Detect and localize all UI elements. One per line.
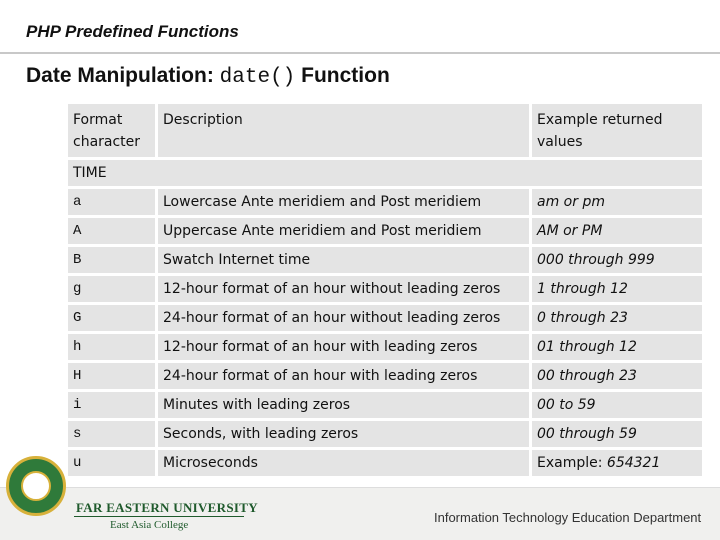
format-character-cell: u bbox=[68, 450, 158, 476]
title-code: date() bbox=[219, 66, 296, 89]
table-row: i Minutes with leading zeros 00 to 59 bbox=[68, 392, 702, 418]
table-row: g 12-hour format of an hour without leadi… bbox=[68, 276, 702, 302]
university-seal-icon bbox=[6, 456, 66, 516]
table-header-row: Format character Description Example ret… bbox=[68, 104, 702, 157]
header-description: Description bbox=[158, 104, 532, 157]
example-cell: AM or PM bbox=[532, 218, 702, 244]
format-character-cell: G bbox=[68, 305, 158, 331]
table-row: s Seconds, with leading zeros 00 through 5… bbox=[68, 421, 702, 447]
college-name: East Asia College bbox=[110, 519, 189, 531]
title-suffix: Function bbox=[295, 64, 390, 87]
example-cell: 01 through 12 bbox=[532, 334, 702, 360]
table-row: A Uppercase Ante meridiem and Post meridi… bbox=[68, 218, 702, 244]
header-divider bbox=[0, 52, 720, 54]
slide-title: Date Manipulation: date() Function bbox=[26, 64, 390, 89]
example-cell: 0 through 23 bbox=[532, 305, 702, 331]
description-cell: Seconds, with leading zeros bbox=[158, 421, 532, 447]
logo-divider bbox=[74, 516, 244, 517]
format-character-cell: A bbox=[68, 218, 158, 244]
description-cell: 12-hour format of an hour with leading z… bbox=[158, 334, 532, 360]
format-table: Format character Description Example ret… bbox=[68, 101, 702, 479]
example-cell: 1 through 12 bbox=[532, 276, 702, 302]
example-cell: 00 through 23 bbox=[532, 363, 702, 389]
table-row: u Microseconds Example: 654321 bbox=[68, 450, 702, 476]
description-cell: Microseconds bbox=[158, 450, 532, 476]
description-cell: Uppercase Ante meridiem and Post meridie… bbox=[158, 218, 532, 244]
format-character-cell: B bbox=[68, 247, 158, 273]
format-character-cell: i bbox=[68, 392, 158, 418]
example-cell: 000 through 999 bbox=[532, 247, 702, 273]
section-label: TIME bbox=[68, 160, 702, 186]
format-character-cell: H bbox=[68, 363, 158, 389]
table-row: G 24-hour format of an hour without leadi… bbox=[68, 305, 702, 331]
format-table-container: Format character Description Example ret… bbox=[68, 101, 702, 479]
section-row: TIME bbox=[68, 160, 702, 186]
format-character-cell: s bbox=[68, 421, 158, 447]
slide-header: PHP Predefined Functions bbox=[26, 22, 239, 41]
title-prefix: Date Manipulation: bbox=[26, 64, 220, 87]
header-format-character: Format character bbox=[68, 104, 158, 157]
example-cell: Example: 654321 bbox=[532, 450, 702, 476]
table-row: B Swatch Internet time 000 through 999 bbox=[68, 247, 702, 273]
description-cell: 12-hour format of an hour without leadin… bbox=[158, 276, 532, 302]
format-character-cell: a bbox=[68, 189, 158, 215]
department-name: Information Technology Education Departm… bbox=[434, 510, 702, 525]
format-character-cell: h bbox=[68, 334, 158, 360]
footer-bar bbox=[0, 487, 720, 540]
description-cell: Minutes with leading zeros bbox=[158, 392, 532, 418]
description-cell: 24-hour format of an hour with leading z… bbox=[158, 363, 532, 389]
example-cell: 00 to 59 bbox=[532, 392, 702, 418]
table-row: a Lowercase Ante meridiem and Post meridi… bbox=[68, 189, 702, 215]
university-name: FAR EASTERN UNIVERSITY bbox=[76, 500, 258, 515]
seal-center bbox=[21, 471, 51, 501]
description-cell: Lowercase Ante meridiem and Post meridie… bbox=[158, 189, 532, 215]
table-row: h 12-hour format of an hour with leading … bbox=[68, 334, 702, 360]
description-cell: Swatch Internet time bbox=[158, 247, 532, 273]
example-cell: 00 through 59 bbox=[532, 421, 702, 447]
format-character-cell: g bbox=[68, 276, 158, 302]
header-example-values: Example returned values bbox=[532, 104, 702, 157]
example-cell: am or pm bbox=[532, 189, 702, 215]
table-row: H 24-hour format of an hour with leading … bbox=[68, 363, 702, 389]
description-cell: 24-hour format of an hour without leadin… bbox=[158, 305, 532, 331]
